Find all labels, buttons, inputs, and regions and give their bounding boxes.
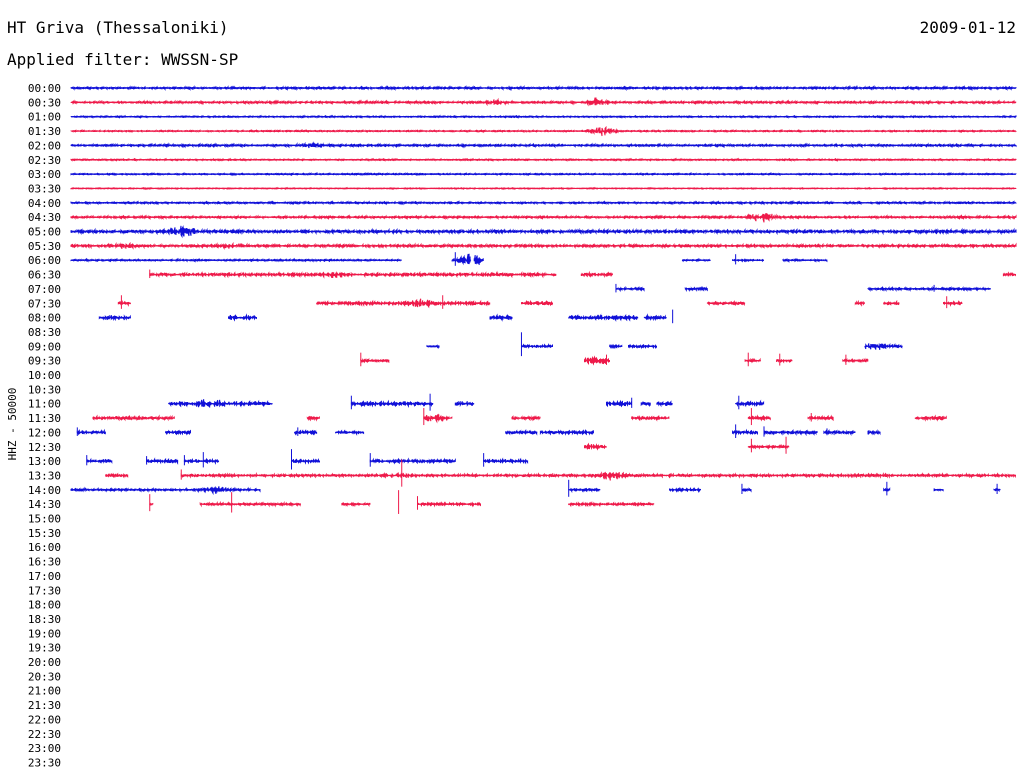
row-label: 05:30: [28, 240, 61, 253]
filter-prefix: Applied filter:: [7, 50, 152, 69]
row-label: 02:00: [28, 139, 61, 152]
trace-row-07:00: [615, 283, 991, 293]
trace-row-06:00: [70, 252, 828, 266]
trace-row-12:30: [584, 436, 790, 454]
trace-row-05:00: [70, 225, 1017, 239]
trace-row-03:30: [70, 186, 1017, 191]
trace-row-13:00: [86, 449, 529, 470]
row-label: 20:00: [28, 656, 61, 669]
row-label: 08:30: [28, 326, 61, 339]
row-label: 20:30: [28, 670, 61, 683]
trace-segment: [316, 298, 491, 309]
trace-row-09:00: [426, 332, 903, 357]
trace-row-14:00: [70, 479, 1001, 497]
row-label: 18:00: [28, 599, 61, 612]
row-label: 21:00: [28, 685, 61, 698]
trace-row-11:00: [168, 393, 765, 411]
trace-row-09:30: [360, 352, 869, 367]
row-label: 07:30: [28, 297, 61, 310]
row-label: 04:00: [28, 197, 61, 210]
row-label: 06:00: [28, 254, 61, 267]
trace-row-13:30: [105, 459, 1016, 487]
row-label: 11:00: [28, 398, 61, 411]
station-title: HT Griva (Thessaloniki): [7, 18, 229, 37]
trace-row-03:00: [70, 171, 1017, 177]
row-label: 14:30: [28, 498, 61, 511]
trace-row-04:30: [70, 212, 1017, 223]
trace-segment: [149, 270, 557, 279]
row-label: 03:30: [28, 182, 61, 195]
row-label: 00:30: [28, 96, 61, 109]
row-label: 17:30: [28, 584, 61, 597]
row-label: 15:00: [28, 513, 61, 526]
trace-row-14:30: [149, 490, 655, 514]
row-label: 00:00: [28, 82, 61, 95]
row-label: 08:00: [28, 312, 61, 325]
row-label: 02:30: [28, 154, 61, 167]
channel-axis-label: HHZ - 50000: [6, 388, 19, 461]
trace-segment: [180, 471, 1016, 481]
trace-row-02:00: [70, 141, 1017, 149]
row-label: 10:00: [28, 369, 61, 382]
trace-row-05:30: [70, 241, 1017, 250]
row-label: 21:30: [28, 699, 61, 712]
row-label: 16:00: [28, 541, 61, 554]
row-label: 13:30: [28, 469, 61, 482]
row-label: 15:30: [28, 527, 61, 540]
trace-row-08:00: [98, 309, 674, 324]
trace-row-11:30: [92, 408, 947, 426]
trace-row-06:30: [149, 269, 1016, 279]
row-label: 12:30: [28, 441, 61, 454]
filter-name: WWSSN-SP: [161, 50, 239, 69]
trace-row-04:00: [70, 200, 1017, 206]
row-label: 19:00: [28, 627, 61, 640]
row-label: 19:30: [28, 642, 61, 655]
row-label: 22:30: [28, 728, 61, 741]
row-label: 16:30: [28, 556, 61, 569]
row-label: 10:30: [28, 383, 61, 396]
row-label: 09:00: [28, 340, 61, 353]
row-label: 11:30: [28, 412, 61, 425]
trace-row-00:30: [70, 97, 1017, 107]
row-label: 03:00: [28, 168, 61, 181]
record-date: 2009-01-12: [919, 18, 1016, 37]
row-label: 05:00: [28, 226, 61, 239]
trace-segment: [350, 399, 433, 409]
row-label: 07:00: [28, 283, 61, 296]
row-label: 22:00: [28, 713, 61, 726]
row-label: 14:00: [28, 484, 61, 497]
seismic-traces: [70, 84, 1017, 514]
filter-line: Applied filter: WWSSN-SP: [7, 50, 238, 69]
trace-row-01:30: [70, 125, 1017, 137]
trace-row-12:00: [76, 424, 881, 438]
row-label: 09:30: [28, 355, 61, 368]
trace-segment: [70, 125, 1017, 137]
row-label: 12:00: [28, 426, 61, 439]
trace-row-00:00: [70, 84, 1017, 92]
trace-segment: [70, 97, 1017, 107]
row-label: 01:30: [28, 125, 61, 138]
row-label: 04:30: [28, 211, 61, 224]
row-label: 13:00: [28, 455, 61, 468]
trace-segment: [763, 429, 818, 437]
row-label: 23:00: [28, 742, 61, 755]
row-label: 23:30: [28, 756, 61, 769]
trace-row-02:30: [70, 157, 1017, 162]
trace-row-01:00: [70, 114, 1017, 119]
trace-segment: [473, 255, 484, 265]
row-label: 17:00: [28, 570, 61, 583]
trace-row-07:30: [117, 295, 963, 309]
row-label: 06:30: [28, 269, 61, 282]
row-label: 01:00: [28, 111, 61, 124]
row-label: 18:30: [28, 613, 61, 626]
